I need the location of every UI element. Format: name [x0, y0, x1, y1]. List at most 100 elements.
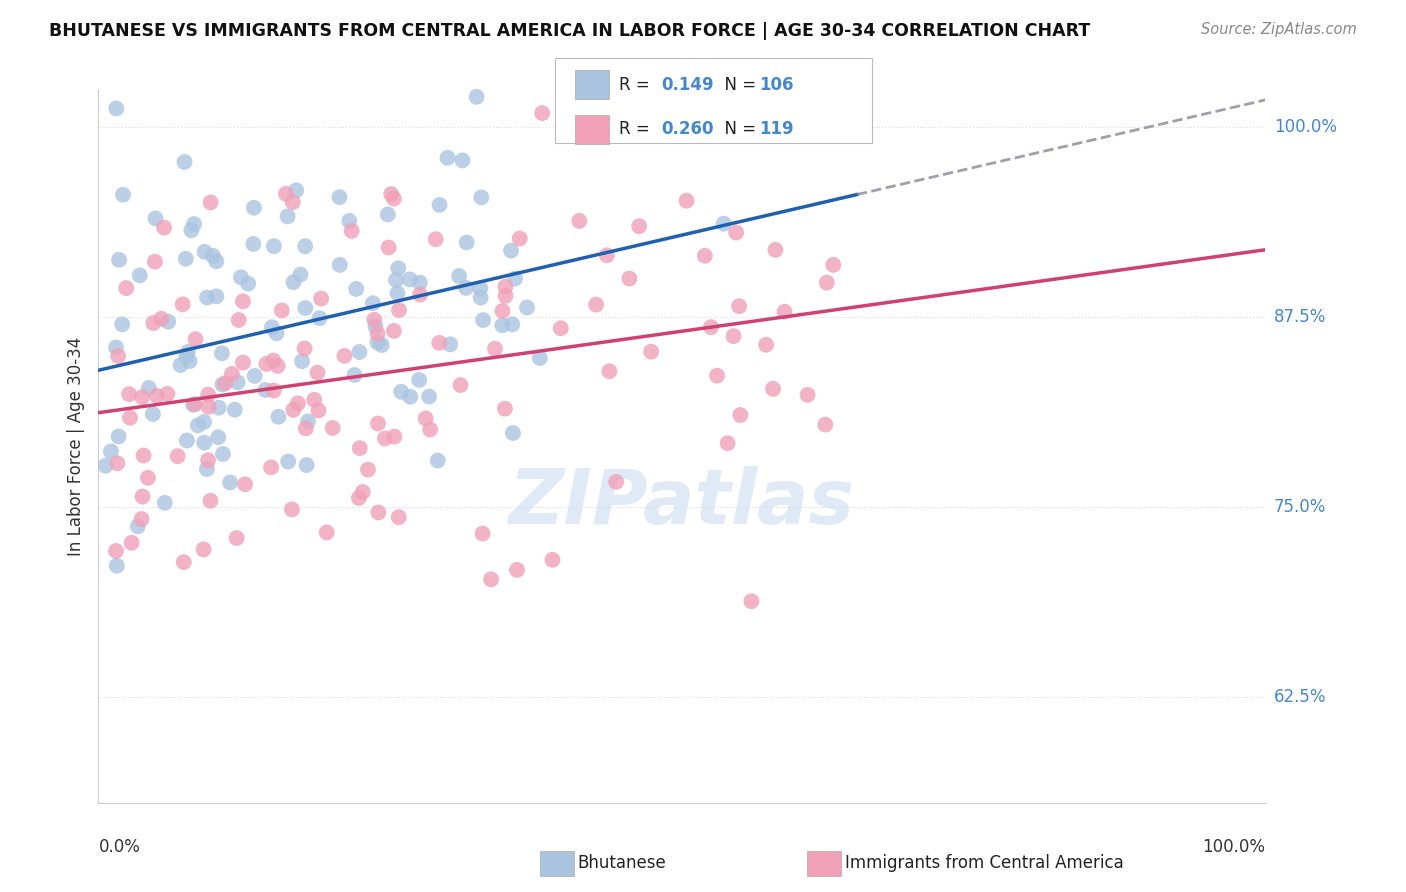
Point: [725, 226, 748, 240]
Point: [233, 477, 256, 491]
Point: [465, 90, 488, 104]
Point: [382, 324, 405, 338]
Point: [107, 349, 129, 363]
Point: [195, 291, 218, 305]
Point: [277, 454, 299, 468]
Text: Immigrants from Central America: Immigrants from Central America: [845, 855, 1123, 872]
Point: [385, 273, 408, 287]
Point: [409, 287, 432, 301]
Point: [427, 335, 450, 350]
Point: [470, 190, 492, 204]
Point: [100, 444, 122, 458]
Point: [315, 525, 337, 540]
Point: [415, 411, 437, 425]
Text: 119: 119: [759, 120, 794, 138]
Text: R =: R =: [619, 120, 655, 138]
Point: [179, 354, 201, 368]
Point: [254, 383, 277, 397]
Text: 106: 106: [759, 76, 794, 94]
Point: [815, 276, 838, 290]
Point: [183, 217, 205, 231]
Point: [236, 277, 259, 291]
Point: [717, 436, 740, 450]
Point: [136, 471, 159, 485]
Point: [363, 313, 385, 327]
Point: [628, 219, 651, 234]
Point: [388, 510, 411, 524]
Point: [367, 506, 389, 520]
Point: [370, 338, 392, 352]
Point: [105, 456, 128, 470]
Point: [156, 387, 179, 401]
Point: [193, 415, 215, 429]
Point: [472, 313, 495, 327]
Point: [713, 217, 735, 231]
Point: [232, 294, 254, 309]
Text: 0.0%: 0.0%: [98, 838, 141, 856]
Point: [187, 418, 209, 433]
Point: [675, 194, 697, 208]
Text: BHUTANESE VS IMMIGRANTS FROM CENTRAL AMERICA IN LABOR FORCE | AGE 30-34 CORRELAT: BHUTANESE VS IMMIGRANTS FROM CENTRAL AME…: [49, 22, 1091, 40]
Point: [456, 235, 478, 250]
Point: [173, 555, 195, 569]
Point: [224, 402, 246, 417]
Point: [108, 252, 131, 267]
Point: [294, 342, 316, 356]
Text: 100.0%: 100.0%: [1274, 118, 1337, 136]
Text: 62.5%: 62.5%: [1274, 688, 1326, 706]
Point: [150, 311, 173, 326]
Point: [398, 272, 420, 286]
Text: 0.260: 0.260: [661, 120, 713, 138]
Point: [146, 389, 169, 403]
Point: [337, 214, 360, 228]
Point: [214, 376, 236, 391]
Point: [285, 183, 308, 197]
Point: [131, 390, 153, 404]
Point: [471, 526, 494, 541]
Point: [281, 502, 304, 516]
Point: [176, 434, 198, 448]
Point: [364, 319, 387, 334]
Point: [226, 376, 249, 390]
Point: [367, 326, 389, 341]
Point: [105, 544, 128, 558]
Point: [145, 211, 167, 226]
Point: [436, 151, 458, 165]
Point: [309, 292, 332, 306]
Point: [450, 378, 472, 392]
Point: [763, 243, 786, 257]
Point: [283, 275, 305, 289]
Point: [470, 281, 492, 295]
Point: [349, 441, 371, 455]
Point: [773, 304, 796, 318]
Text: R =: R =: [619, 76, 655, 94]
Point: [329, 258, 352, 272]
Point: [225, 531, 247, 545]
Text: N =: N =: [714, 76, 762, 94]
Point: [184, 397, 207, 411]
Point: [352, 485, 374, 500]
Point: [143, 254, 166, 268]
Point: [409, 276, 432, 290]
Point: [283, 403, 305, 417]
Point: [499, 244, 522, 258]
Point: [344, 282, 367, 296]
Point: [495, 289, 517, 303]
Point: [728, 299, 751, 313]
Point: [388, 303, 411, 318]
Point: [652, 103, 675, 117]
Y-axis label: In Labor Force | Age 30-34: In Labor Force | Age 30-34: [66, 336, 84, 556]
Point: [367, 417, 389, 431]
Point: [479, 572, 502, 586]
Point: [426, 453, 449, 467]
Point: [229, 270, 252, 285]
Point: [730, 408, 752, 422]
Point: [451, 153, 474, 168]
Point: [267, 409, 290, 424]
Point: [361, 296, 384, 310]
Point: [287, 396, 309, 410]
Point: [693, 249, 716, 263]
Point: [193, 435, 215, 450]
Point: [207, 430, 229, 444]
Point: [173, 155, 195, 169]
